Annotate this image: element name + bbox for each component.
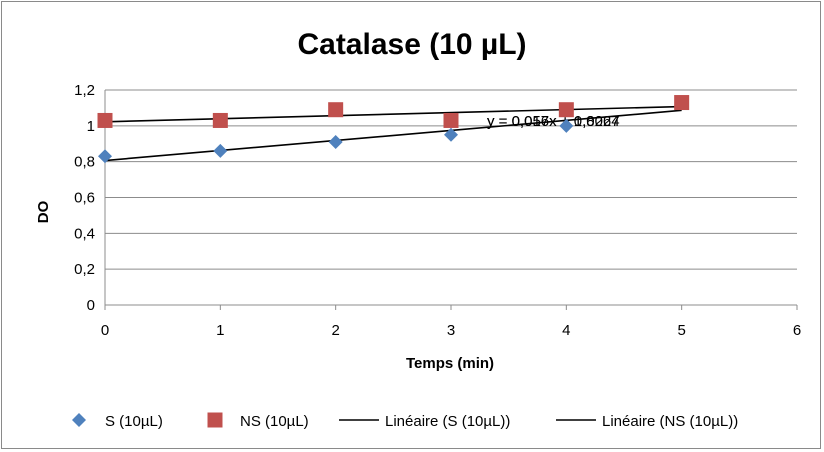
- data-point: [328, 134, 343, 149]
- x-tick-label: 1: [216, 322, 224, 339]
- data-point: [98, 149, 112, 164]
- x-tick-label: 4: [562, 322, 570, 339]
- data-point: [558, 102, 574, 118]
- x-axis-title: Temps (min): [406, 355, 494, 372]
- data-point: [444, 127, 458, 142]
- y-tick-label: 0: [87, 297, 95, 314]
- data-points: [97, 95, 690, 164]
- trendline-equation: y = 0,017x + 1,0227: [487, 113, 620, 130]
- data-point: [674, 95, 690, 111]
- chart-title: Catalase (10 µL): [297, 28, 526, 61]
- legend-label: Linéaire (S (10µL)): [385, 413, 510, 430]
- trendline-equation: y = 0,056x + 0,8064: [487, 113, 620, 130]
- x-tick-label: 2: [331, 322, 339, 339]
- legend-marker: [72, 413, 86, 427]
- legend-label: S (10µL): [105, 413, 163, 430]
- y-tick-label: 1: [87, 118, 95, 135]
- data-point: [328, 102, 344, 118]
- y-tick-labels: 0 0,2 0,4 0,6 0,8 1 1,2: [74, 82, 95, 314]
- y-tick-label: 0,2: [74, 261, 95, 278]
- trendline: [104, 105, 682, 123]
- x-tick-label: 0: [101, 322, 109, 339]
- data-point: [212, 112, 228, 128]
- legend-label: Linéaire (NS (10µL)): [602, 413, 738, 430]
- x-tick-labels: 0 1 2 3 4 5 6: [101, 322, 801, 339]
- legend-label: NS (10µL): [240, 413, 309, 430]
- legend: S (10µL) NS (10µL) Linéaire (S (10µL)) Liné…: [72, 412, 738, 430]
- y-tick-label: 0,4: [74, 225, 95, 242]
- y-tick-label: 0,6: [74, 190, 95, 207]
- trendline: [104, 109, 682, 162]
- y-tick-label: 0,8: [74, 154, 95, 171]
- data-point: [213, 143, 228, 158]
- data-point: [97, 112, 113, 128]
- y-axis-title: DO: [35, 200, 52, 223]
- x-tick-label: 3: [447, 322, 455, 339]
- data-point: [443, 112, 459, 128]
- x-tick-label: 6: [793, 322, 801, 339]
- trendlines: [104, 105, 682, 162]
- legend-marker: [207, 412, 223, 428]
- data-point: [559, 118, 574, 133]
- y-tick-label: 1,2: [74, 82, 95, 99]
- x-tick-label: 5: [677, 322, 685, 339]
